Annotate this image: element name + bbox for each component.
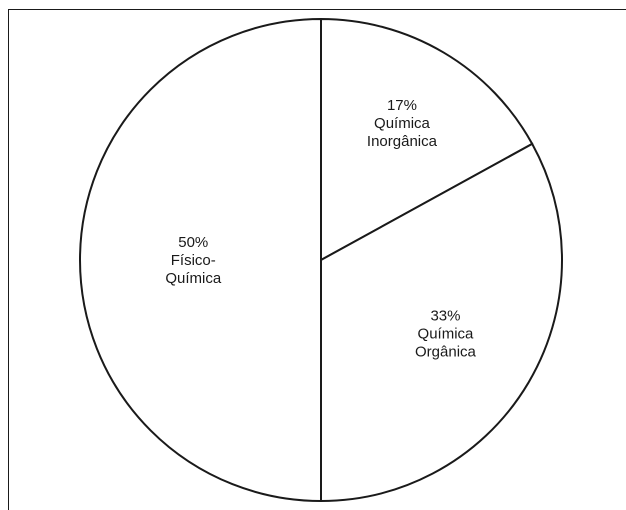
pie-slice <box>320 17 534 262</box>
slice-percent-label: 50% <box>178 234 208 251</box>
pie-slices <box>79 17 563 503</box>
slice-category-label: Química <box>418 326 475 343</box>
slice-category-label: Inorgânica <box>367 133 438 150</box>
slice-category-label: Química <box>374 115 431 132</box>
pie-slice <box>320 142 563 503</box>
slice-category-label: Química <box>165 270 222 287</box>
slice-label: 50% Físico-Química <box>165 234 222 287</box>
frame-top-border <box>8 9 626 10</box>
frame-left-border <box>8 9 9 510</box>
slice-label: 17% Química Inorgânica <box>367 97 438 150</box>
slice-percent-label: 17% <box>387 97 417 114</box>
slice-percent-label: 33% <box>430 308 460 325</box>
pie-slice <box>79 17 322 503</box>
slice-label: 33% Química Orgânica <box>415 308 477 361</box>
slice-category-label: Físico- <box>171 252 216 269</box>
slice-category-label: Orgânica <box>415 344 477 361</box>
